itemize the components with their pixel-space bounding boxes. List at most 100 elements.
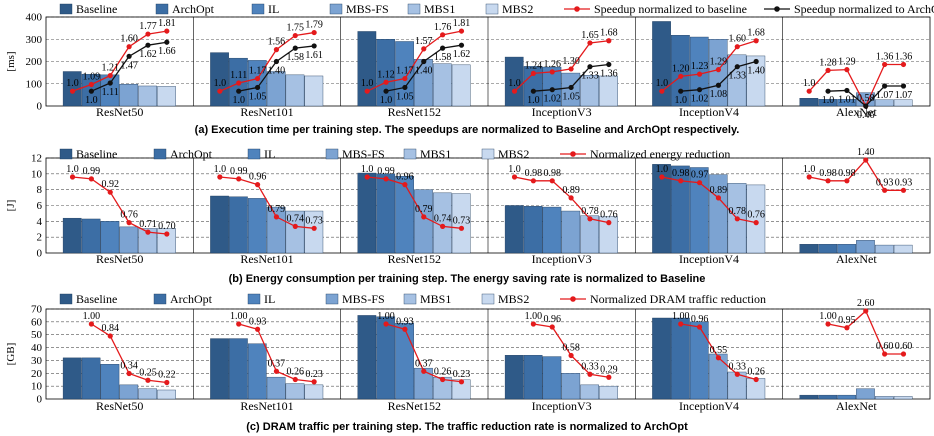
exec-bar [652,21,671,107]
energy-metric-point [882,187,888,193]
energy-metric-label: 0.98 [672,168,690,179]
energy-ytick-label: 0 [37,248,43,260]
exec-bar [304,75,324,107]
exec-metric-label: 1.05 [562,91,580,102]
exec-legend-marker [774,6,780,12]
traffic-metric-label: 0.93 [249,316,267,327]
exec-bar [580,75,599,107]
traffic-metric-point [863,308,869,314]
energy-metric-point [696,180,703,186]
exec-metric-label: 1.0 [85,95,98,106]
exec-metric-label: 1.60 [729,34,747,45]
exec-metric-label: 1.58 [287,52,305,63]
exec-metric-label: 1.47 [120,60,138,71]
traffic-category-label: ResNet50 [96,399,143,413]
exec-metric-point [458,42,465,48]
exec-metric-line [661,40,757,92]
exec-metric-label: 1.02 [691,94,709,105]
traffic-bar [414,367,433,400]
energy-legend: Baseline ArchOpt IL MBS-FS MBS1 MBS2 Normalize… [59,147,730,161]
exec-metric-point [145,42,151,48]
exec-legend-label: ArchOpt [172,2,215,16]
energy-metric-label: 0.76 [600,210,618,221]
energy-legend-label: Normalized energy reduction [590,147,730,161]
traffic-chart: 010203040506070[GB]ResNet501.000.840.340… [5,292,931,413]
energy-bar [285,210,305,254]
energy-metric-point [440,223,446,229]
exec-metric-point [678,73,684,79]
traffic-legend-label: MBS2 [498,292,529,306]
energy-metric-label: 0.93 [876,177,894,188]
energy-bar [893,244,913,254]
traffic-category-label: AlexNet [836,399,877,413]
traffic-metric-point [678,321,684,327]
exec-legend-swatch [59,3,73,15]
energy-metric-point [678,178,684,184]
traffic-ytick-label: 60 [31,316,43,328]
energy-bar [837,244,856,254]
exec-metric-label: 1.29 [838,57,856,68]
exec-ytick-label: 300 [26,34,43,46]
energy-bar [580,215,599,254]
energy-ylabel: [J] [5,200,17,212]
exec-ytick-label: 100 [26,78,43,90]
traffic-metric-point [145,377,151,383]
energy-bar [138,228,157,254]
exec-metric-label: 1.05 [396,91,414,102]
energy-bar [395,176,414,254]
energy-metric-label: 0.79 [415,204,433,215]
energy-bar [432,192,452,254]
traffic-metric-label: 0.26 [747,367,765,378]
energy-metric-label: 0.98 [543,168,561,179]
traffic-metric-point [549,324,555,330]
traffic-metric-point [126,370,132,377]
traffic-bar [708,353,728,400]
energy-metric-label: 0.73 [453,215,471,226]
energy-ytick-label: 6 [37,200,43,212]
exec-legend-swatch [251,3,265,15]
energy-bar [504,205,524,254]
exec-metric-point [900,83,907,89]
exec-metric-label: 1.81 [158,18,176,29]
energy-legend-label: MBS-FS [342,147,385,161]
energy-metric-point [659,174,665,180]
energy-metric-label: 1.0 [803,164,816,175]
energy-category-label: InceptionV3 [532,252,592,266]
traffic-bar [247,343,267,400]
energy-metric-label: 0.99 [83,166,101,177]
energy-metric-point [292,223,298,229]
exec-metric-label: 1.28 [819,57,837,68]
traffic-legend-label: MBS-FS [342,292,385,306]
energy-metric-point [530,178,536,184]
exec-metric-point [421,46,427,52]
traffic-ytick-label: 70 [31,304,43,316]
traffic-metric-point [825,321,831,327]
energy-metric-label: 0.99 [230,166,248,177]
exec-category-label: InceptionV3 [532,105,592,119]
exec-metric-point [107,80,113,86]
energy-legend-swatch [481,148,495,160]
traffic-legend-swatch [325,293,339,305]
energy-metric-point [568,195,574,201]
traffic-metric-point [440,376,446,383]
traffic-bar [542,356,562,400]
exec-metric-point [364,88,370,94]
traffic-metric-point [236,321,242,327]
traffic-metric-point [164,379,170,386]
exec-metric-point [69,88,76,94]
traffic-bar [837,394,856,400]
exec-metric-label: 1.07 [876,90,894,101]
exec-bar [671,35,690,107]
exec-metric-point [734,44,740,50]
traffic-bar [523,355,543,400]
exec-bar [157,86,176,107]
traffic-bar [395,322,414,400]
exec-legend-label: Speedup normalized to ArchOpt [794,2,934,16]
traffic-ylabel: [GB] [5,343,17,366]
exec-metric-point [292,32,298,39]
traffic-metric-point [568,352,574,359]
exec-metric-label: 1.60 [120,34,138,45]
energy-category-label: AlexNet [836,252,877,266]
